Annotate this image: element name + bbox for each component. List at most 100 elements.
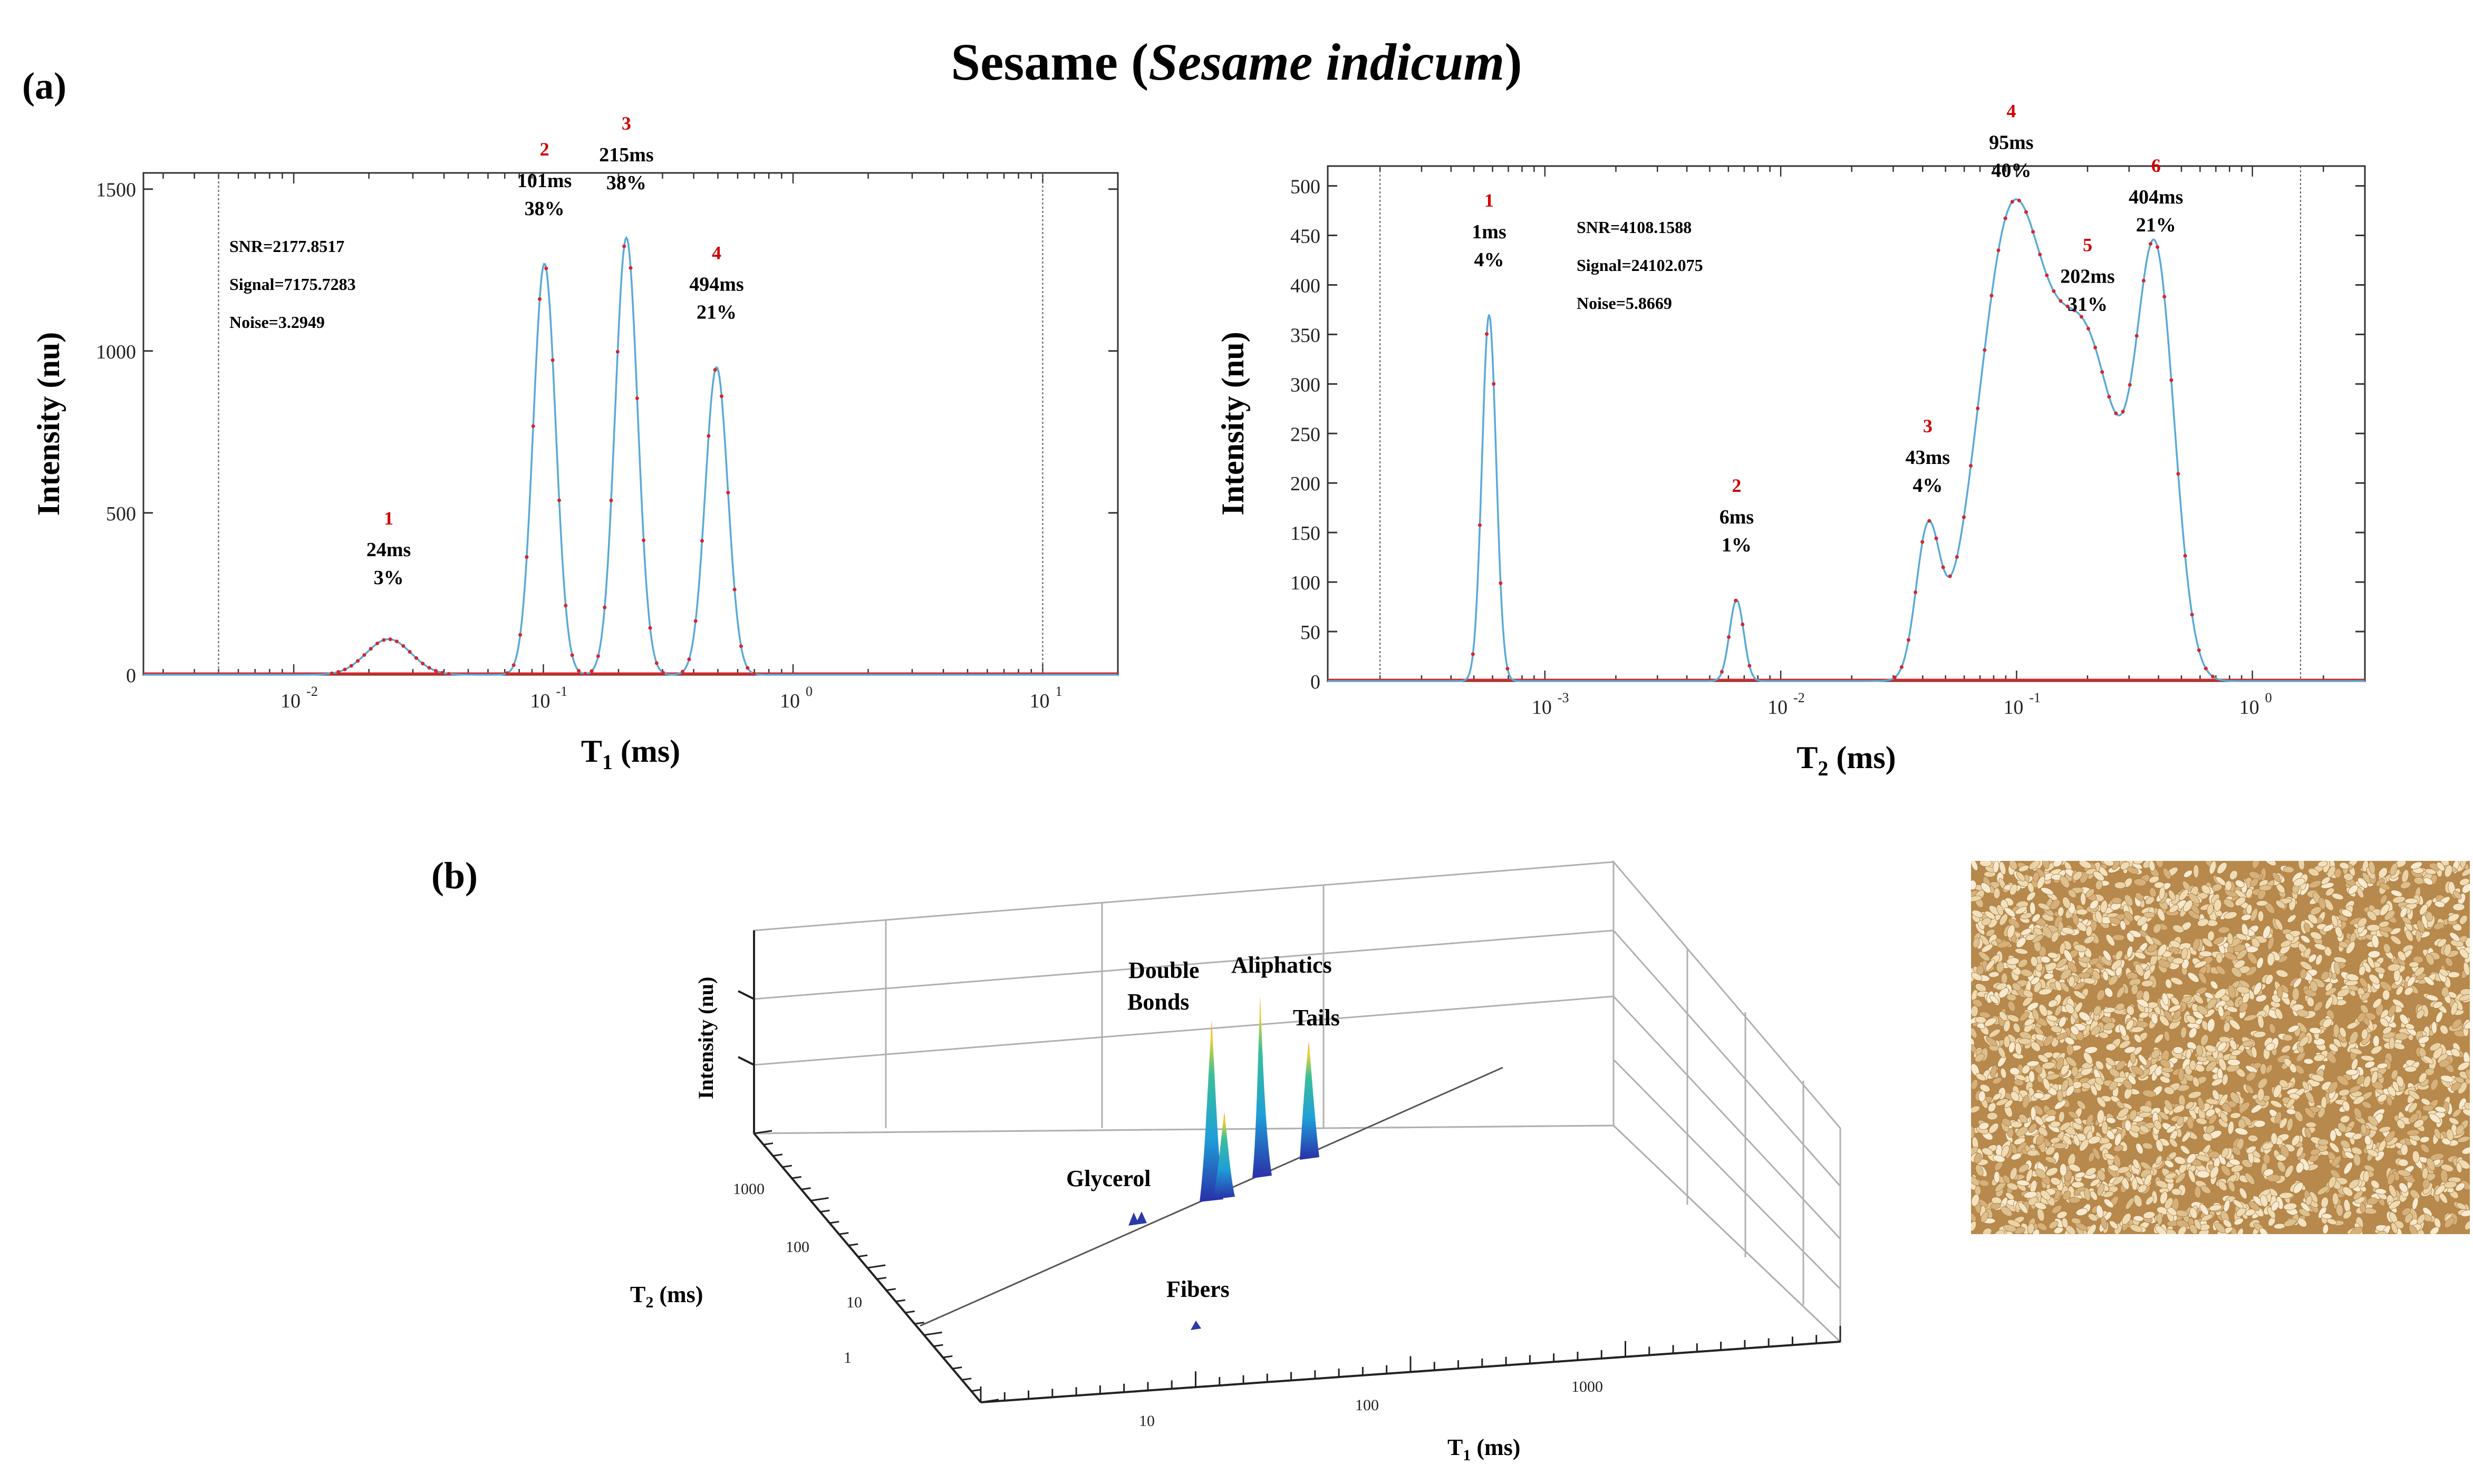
seed xyxy=(2123,1079,2133,1090)
seed xyxy=(2397,1119,2406,1129)
t2-tick xyxy=(876,1277,887,1280)
seed xyxy=(2059,1016,2066,1027)
seed xyxy=(2323,924,2334,932)
seed xyxy=(2217,1042,2227,1052)
seed xyxy=(2236,1228,2244,1234)
seed xyxy=(2038,1127,2048,1137)
data-point xyxy=(1920,540,1925,544)
data-point xyxy=(2059,299,2063,303)
seed xyxy=(2305,1195,2313,1206)
3d-y-tick: 10 xyxy=(846,1294,862,1311)
seed xyxy=(2113,1076,2127,1083)
seed xyxy=(1990,1065,1997,1078)
t2-tick xyxy=(952,1366,962,1370)
seed xyxy=(2155,1225,2167,1234)
stats-line: Signal=7175.7283 xyxy=(229,275,356,294)
seed xyxy=(2079,861,2092,869)
data-point xyxy=(1914,590,1918,595)
seed xyxy=(2235,897,2246,906)
seed xyxy=(2410,861,2422,870)
data-point xyxy=(726,490,730,494)
seed xyxy=(2265,1043,2275,1051)
seed xyxy=(2000,1068,2007,1079)
peak-percent: 4% xyxy=(1912,474,1943,497)
peak-time: 494ms xyxy=(689,274,743,296)
data-point xyxy=(2141,278,2146,283)
seed xyxy=(2434,1128,2441,1139)
seed xyxy=(2223,898,2235,908)
data-point xyxy=(1934,536,1938,540)
peak-time: 95ms xyxy=(1989,132,2033,154)
data-point xyxy=(447,672,451,676)
3d-right-wall xyxy=(1612,859,1841,1344)
seed xyxy=(2194,1219,2201,1230)
seed xyxy=(2432,1047,2443,1060)
seed xyxy=(2298,1035,2310,1047)
seed xyxy=(2321,877,2331,885)
data-point xyxy=(1927,519,1931,523)
seed xyxy=(1971,1147,1978,1156)
seed xyxy=(2119,1040,2131,1049)
seed xyxy=(2073,990,2086,1000)
seed xyxy=(2305,1122,2317,1128)
seed xyxy=(2210,981,2218,990)
seed xyxy=(2155,861,2163,868)
t2-tick xyxy=(980,1399,999,1403)
seed xyxy=(2310,932,2322,940)
seed xyxy=(2090,1178,2100,1187)
seed xyxy=(2029,901,2036,915)
seed xyxy=(2041,887,2054,895)
seed xyxy=(2016,871,2025,881)
seed xyxy=(2001,1206,2013,1217)
seed xyxy=(2257,910,2264,922)
seed xyxy=(2004,1099,2013,1108)
seed xyxy=(2194,1186,2201,1198)
seed xyxy=(2002,1118,2012,1127)
seed xyxy=(2010,1167,2017,1180)
seed xyxy=(2023,990,2033,998)
data-point xyxy=(590,669,594,673)
seed xyxy=(2334,961,2341,975)
data-point xyxy=(1948,574,1952,578)
3d-x-tick: 1000 xyxy=(1571,1378,1603,1395)
seed xyxy=(2033,981,2042,993)
seed xyxy=(2429,1226,2440,1234)
seed xyxy=(2181,1131,2191,1142)
seed xyxy=(2083,1052,2093,1065)
data-point xyxy=(2010,200,2014,204)
data-point xyxy=(2169,378,2173,382)
seed xyxy=(2361,1029,2368,1040)
seed xyxy=(2231,967,2242,978)
seed xyxy=(2018,1163,2029,1173)
3d-y-tick: 1 xyxy=(844,1349,852,1366)
seed xyxy=(2418,1072,2427,1083)
seed xyxy=(2124,1046,2136,1054)
seed xyxy=(2404,987,2413,996)
seed xyxy=(2073,1134,2080,1147)
seed xyxy=(2088,1213,2098,1221)
t2-tick xyxy=(867,1264,886,1269)
data-point xyxy=(2183,554,2187,558)
seed xyxy=(2172,925,2185,933)
t1-axis-label: T1 (ms) xyxy=(1447,1434,1520,1464)
data-point xyxy=(356,659,360,663)
seed xyxy=(2178,1068,2185,1081)
seed xyxy=(2335,1204,2344,1217)
t2-tick xyxy=(820,1209,830,1213)
seed xyxy=(2272,872,2281,882)
seed xyxy=(2346,1022,2359,1030)
seed xyxy=(1992,1077,2002,1084)
seed xyxy=(1993,887,2001,899)
x-tick-label: 10 xyxy=(1532,696,1552,719)
seed xyxy=(2061,927,2075,935)
data-point xyxy=(2045,273,2049,277)
seed xyxy=(2429,1113,2441,1124)
seed xyxy=(2158,959,2171,968)
data-point xyxy=(336,670,341,674)
data-point xyxy=(531,424,535,428)
seed xyxy=(2104,1153,2115,1160)
x-axis-label: T2 (ms) xyxy=(1796,740,1896,780)
seed xyxy=(2333,1038,2343,1047)
seed xyxy=(2091,1025,2101,1036)
seed xyxy=(2133,1034,2142,1043)
